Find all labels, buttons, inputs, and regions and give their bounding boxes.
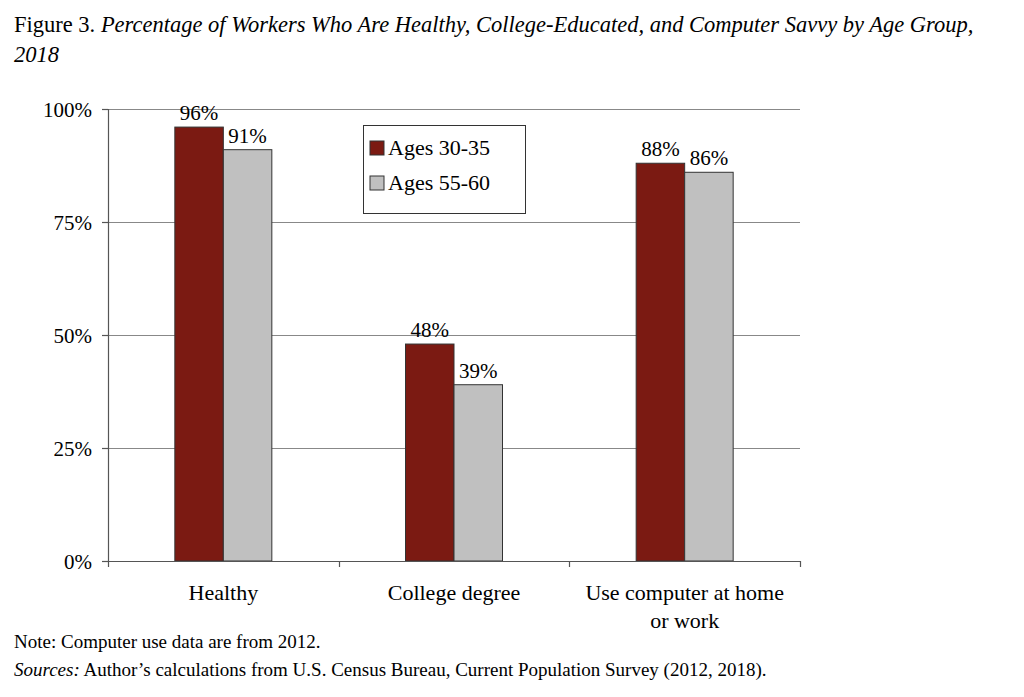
legend-label: Ages 30-35	[388, 135, 490, 160]
legend-box	[364, 126, 526, 214]
y-tick	[102, 448, 108, 449]
x-tick	[569, 561, 570, 567]
x-tick-label: College degree	[388, 580, 521, 605]
x-tick-label-line: Healthy	[189, 580, 259, 605]
bar	[454, 385, 503, 561]
bar	[685, 172, 734, 561]
source-label: Sources:	[14, 659, 80, 680]
y-tick-label: 0%	[64, 550, 92, 574]
data-label: 48%	[411, 318, 450, 342]
data-label: 88%	[641, 137, 680, 161]
chart: 0% 25% 50% 75% 100% 96% 48% 88% 91% 39% 86% Healthy…	[0, 0, 1024, 697]
title-label: Figure 3.	[14, 12, 101, 37]
title-text: Percentage of Workers Who Are Healthy, C…	[14, 12, 973, 67]
x-tick-label-line: Use computer at home	[585, 580, 784, 605]
title: Figure 3. Percentage of Workers Who Are …	[14, 10, 1018, 70]
y-tick-label: 50%	[54, 324, 93, 348]
x-tick	[339, 561, 340, 567]
y-tick-label: 100%	[43, 98, 92, 122]
y-axis	[108, 109, 109, 561]
bar	[175, 127, 224, 561]
y-tick-label: 75%	[54, 211, 93, 235]
note: Note: Computer use data are from 2012.	[14, 631, 321, 652]
source-text: Author’s calculations from U.S. Census B…	[80, 659, 767, 681]
y-tick	[102, 222, 108, 223]
data-label: 86%	[690, 146, 729, 170]
y-tick	[102, 561, 108, 562]
y-tick	[102, 335, 108, 336]
source: Sources: Author’s calculations from U.S.…	[14, 659, 767, 681]
data-label: 91%	[228, 124, 267, 148]
legend-swatch	[370, 176, 384, 190]
y-tick	[102, 109, 108, 110]
data-labels: 96% 48% 88% 91% 39% 86%	[180, 101, 728, 383]
y-tick-label: 25%	[54, 437, 93, 461]
x-tick-label-line: College degree	[388, 580, 521, 605]
bars	[175, 127, 733, 561]
x-tick-label: Healthy	[189, 580, 259, 605]
x-tick-label-line: or work	[650, 608, 719, 633]
bar	[406, 344, 455, 561]
x-tick	[800, 561, 801, 567]
bar	[223, 150, 271, 561]
x-tick-label: Use computer at home or work	[585, 580, 784, 633]
data-label: 39%	[459, 359, 498, 383]
x-tick	[108, 561, 109, 567]
bar	[636, 163, 685, 561]
data-label: 96%	[180, 101, 219, 125]
legend-swatch	[370, 141, 384, 155]
legend: Ages 30-35 Ages 55-60	[364, 126, 526, 214]
legend-label: Ages 55-60	[388, 170, 490, 195]
x-axis	[108, 561, 800, 562]
